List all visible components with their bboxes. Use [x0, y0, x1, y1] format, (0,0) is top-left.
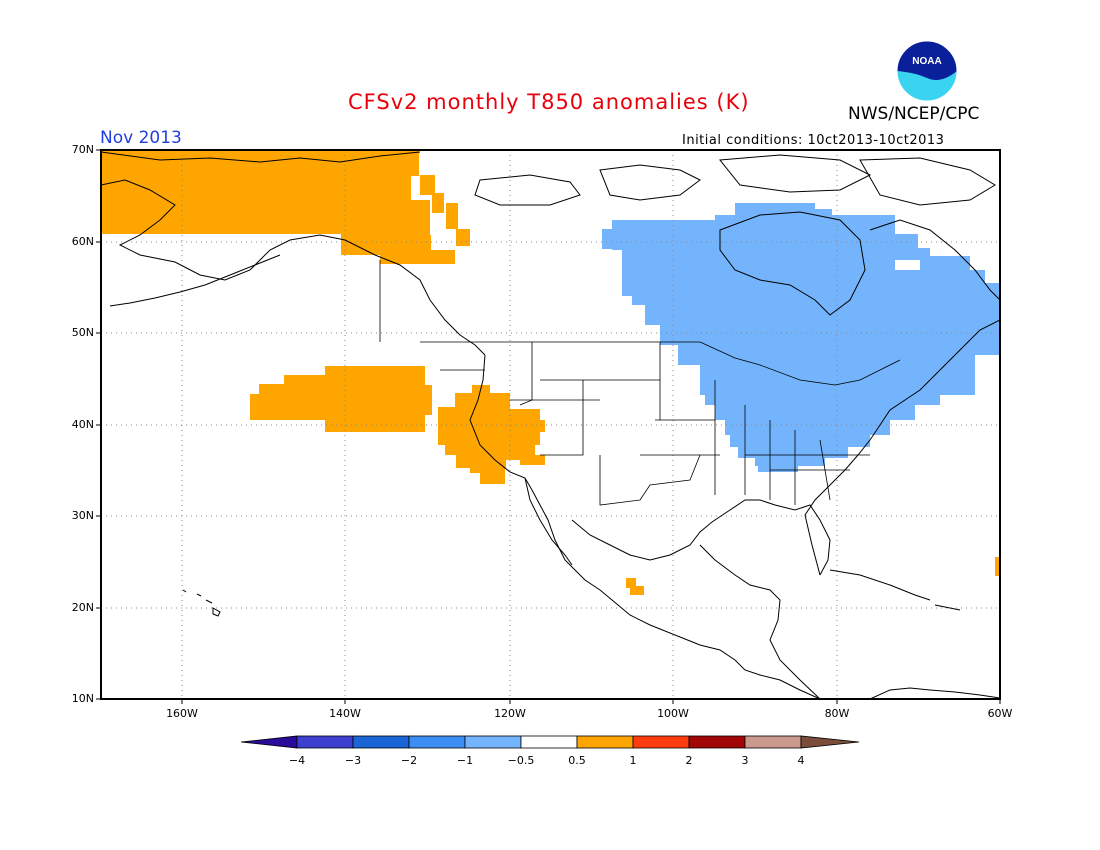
colorbar-label: 3	[741, 754, 749, 767]
lat-label-70n: 70N	[71, 143, 94, 156]
lon-label-100w: 100W	[657, 707, 689, 720]
colorbar-label: 0.5	[568, 754, 586, 767]
lat-label-20n: 20N	[71, 601, 94, 614]
warm-anomaly-west-coast	[438, 385, 545, 484]
colorbar-label: −3	[344, 754, 362, 767]
lon-label-60w: 60W	[987, 707, 1013, 720]
chart-title: CFSv2 monthly T850 anomalies (K)	[348, 90, 750, 114]
noaa-logo-icon: NOAA	[896, 40, 958, 102]
noaa-logo-text: NOAA	[912, 56, 941, 67]
coastlines	[101, 151, 1000, 699]
cool-anomaly-canada-us	[602, 203, 1000, 472]
colorbar-label: −4	[288, 754, 306, 767]
lat-label-50n: 50N	[71, 326, 94, 339]
lon-label-80w: 80W	[824, 707, 850, 720]
lat-label-30n: 30N	[71, 509, 94, 522]
organization-label: NWS/NCEP/CPC	[848, 104, 980, 124]
political-borders	[379, 260, 901, 506]
colorbar-label: −1	[456, 754, 474, 767]
forecast-period: Nov 2013	[100, 128, 182, 148]
axis-ticks	[96, 149, 1001, 704]
lon-label-120w: 120W	[494, 707, 526, 720]
initial-conditions-label: Initial conditions: 10ct2013-10ct2013	[682, 133, 945, 148]
colorbar-label: −2	[400, 754, 418, 767]
lon-label-140w: 140W	[329, 707, 361, 720]
colorbar-label: 1	[629, 754, 637, 767]
map-content	[101, 150, 1000, 699]
lon-label-160w: 160W	[166, 707, 198, 720]
colorbar-label: 4	[797, 754, 805, 767]
warm-anomaly-ne-pacific	[250, 366, 432, 432]
warm-anomaly-alaska	[101, 150, 470, 264]
lat-label-40n: 40N	[71, 418, 94, 431]
lat-label-10n: 10N	[71, 692, 94, 705]
colorbar-label: 2	[685, 754, 693, 767]
colorbar-label: −0.5	[507, 754, 535, 767]
warm-anomaly-mexico	[626, 578, 644, 595]
warm-anomaly-east-edge	[995, 557, 1000, 576]
lat-label-60n: 60N	[71, 235, 94, 248]
